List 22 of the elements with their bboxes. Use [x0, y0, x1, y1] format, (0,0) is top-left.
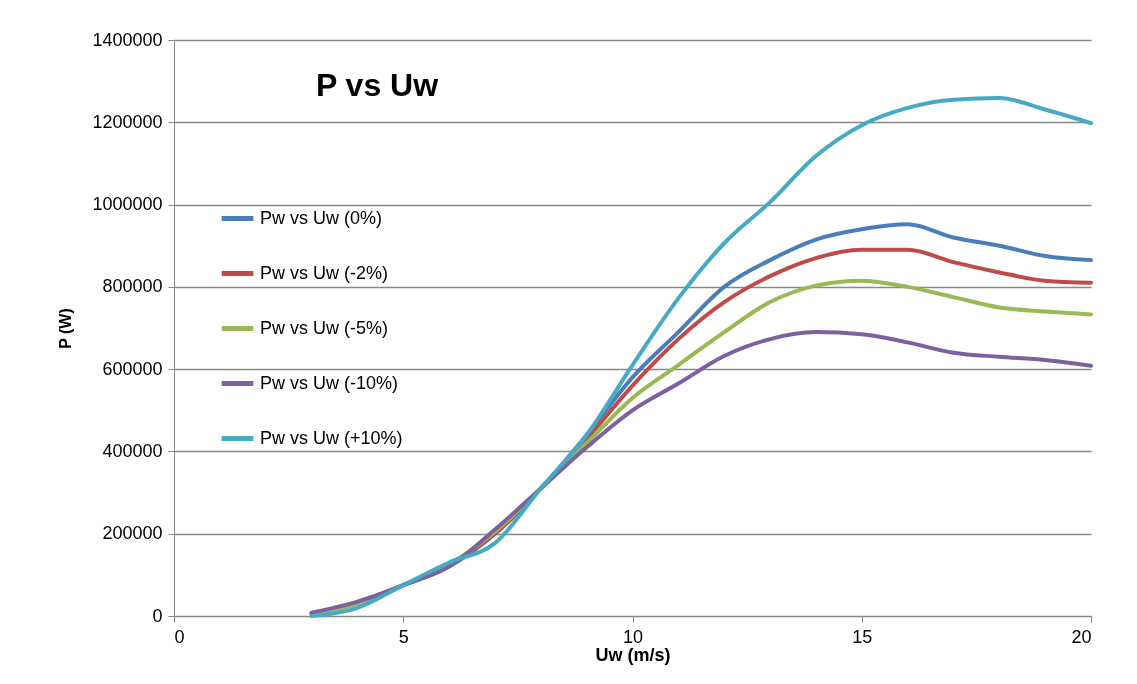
legend-label: Pw vs Uw (0%) [260, 207, 383, 228]
y-tick-label: 600000 [102, 358, 163, 379]
y-tick-label: 1400000 [92, 29, 163, 50]
y-tick-label: 200000 [102, 523, 163, 544]
text: P vs Uw [315, 67, 439, 103]
legend-label: Pw vs Uw (-10%) [260, 372, 399, 393]
y-tick-label: 1200000 [92, 111, 163, 132]
x-tick-label: 15 [852, 626, 873, 647]
x-axis-title: Uw (m/s) [595, 644, 671, 665]
x-tick-label: 0 [174, 626, 185, 647]
legend-label: Pw vs Uw (+10%) [260, 427, 403, 448]
y-tick-label: 1000000 [92, 194, 163, 215]
x-tick-label: 20 [1071, 626, 1092, 647]
y-tick-label: 400000 [102, 440, 163, 461]
line-series [309, 96, 1093, 618]
y-axis-title: P (W) [57, 308, 75, 349]
y-tick-label: 0 [152, 605, 163, 626]
y-tick-label: 800000 [102, 276, 163, 297]
legend-label: Pw vs Uw (-2%) [260, 262, 389, 283]
legend-label: Pw vs Uw (-5%) [260, 317, 389, 338]
x-tick-label: 5 [398, 626, 409, 647]
x-tick-label: 10 [622, 626, 644, 647]
